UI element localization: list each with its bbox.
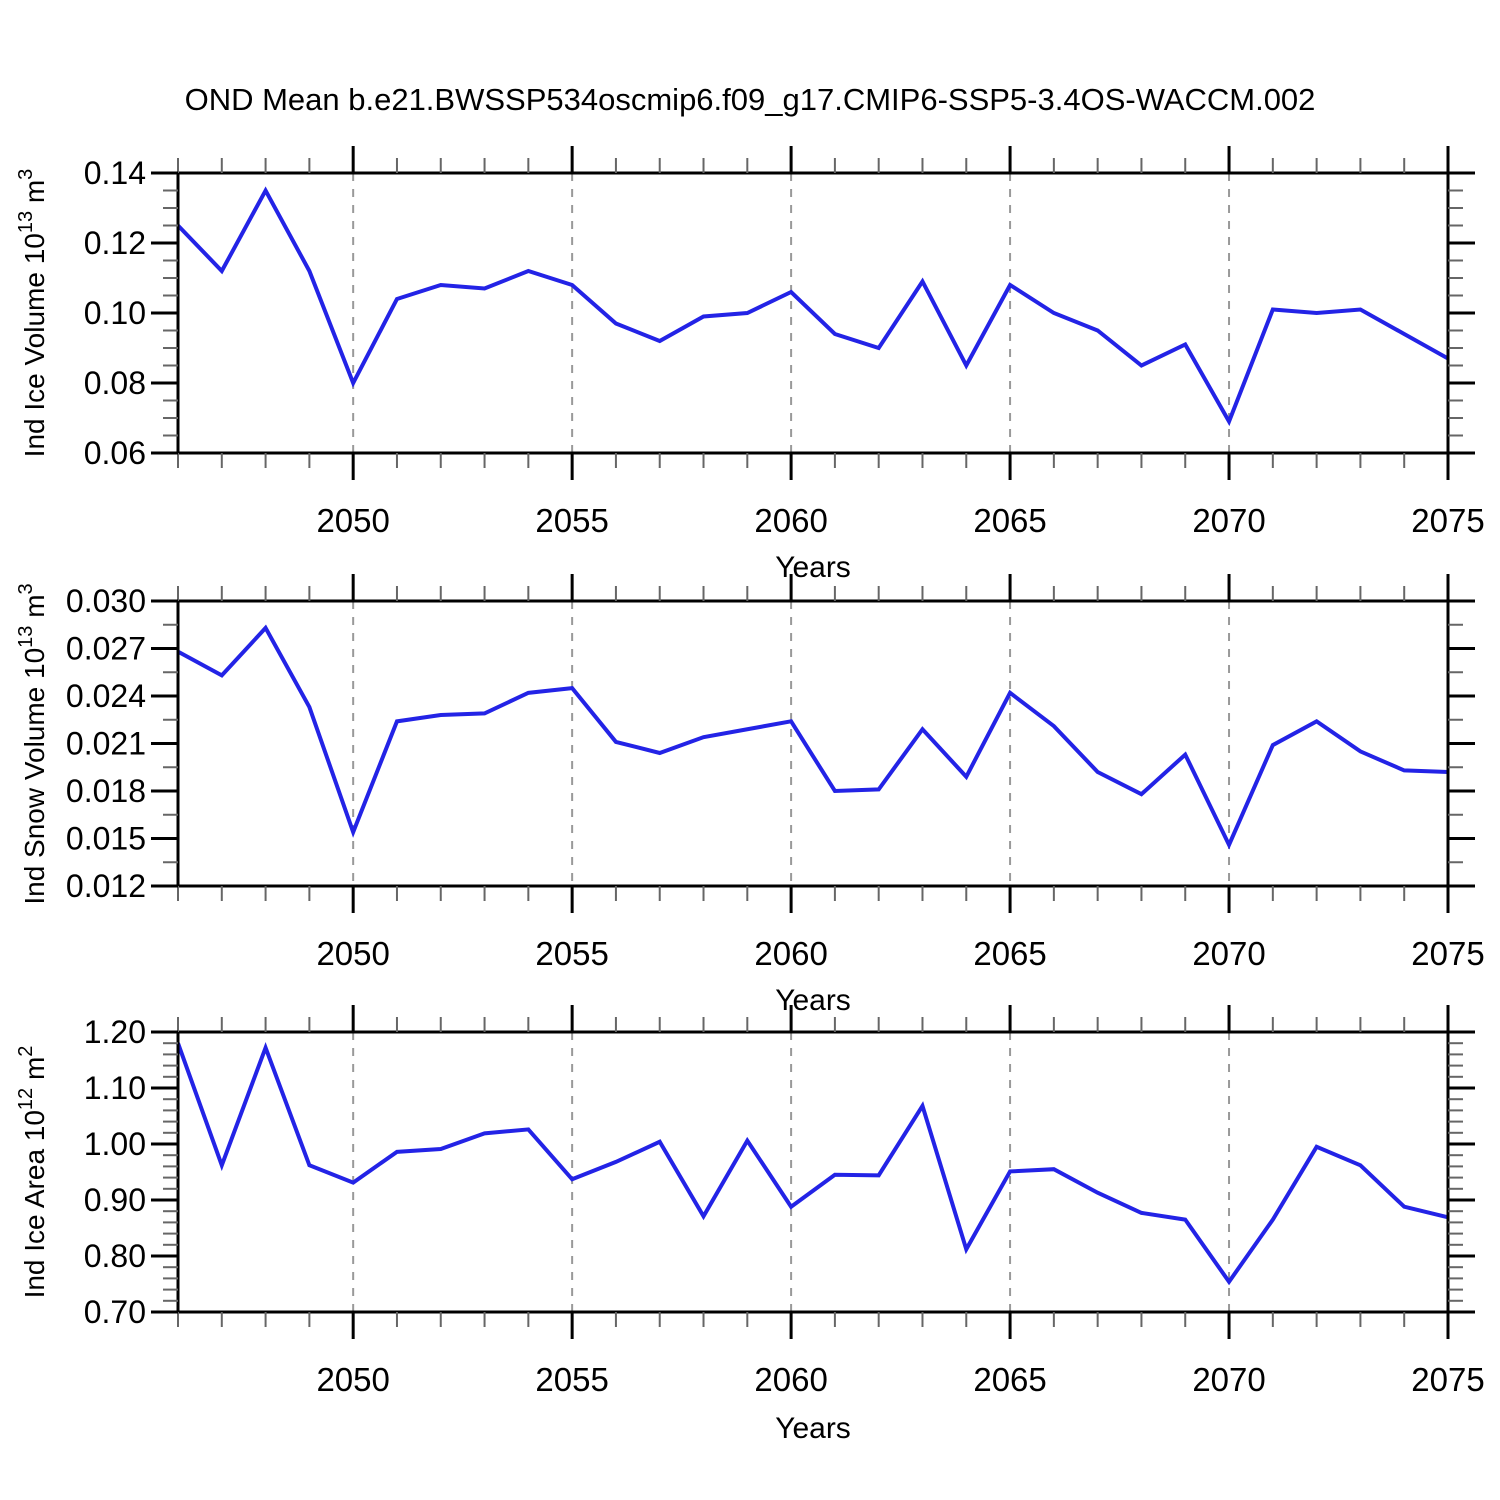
y-tick-label: 0.012 (66, 868, 146, 904)
y-tick-label: 0.10 (84, 295, 146, 331)
y-tick-label: 0.021 (66, 726, 146, 762)
y-tick-label: 1.00 (84, 1126, 146, 1162)
y-tick-label: 0.80 (84, 1238, 146, 1274)
panel-snow-volume: Ind Snow Volume 1013 m3 Years 2050 2055 20… (15, 574, 1485, 1017)
plot-area-snow-volume: 2050 2055 2060 2065 2070 2075 0.030 0.027 0.024 0… (66, 574, 1485, 972)
x-tick-label: 2065 (973, 935, 1046, 972)
x-axis-title: Years (775, 551, 851, 584)
y-tick-label: 0.12 (84, 225, 146, 261)
y-tick-label: 0.08 (84, 365, 146, 401)
panel-ice-volume: Ind Ice Volume 1013 m3 Years 2050 2055 206… (15, 146, 1485, 584)
x-tick-label: 2060 (754, 502, 827, 539)
y-tick-label: 0.14 (84, 155, 146, 191)
x-tick-label: 2075 (1411, 502, 1484, 539)
data-line-ind-snow-volume (177, 624, 1449, 850)
y-tick-label: 0.024 (66, 678, 146, 714)
data-line-ind-ice-area (176, 1041, 1449, 1286)
y-axis-title-ice-area: Ind Ice Area 1012 m2 (15, 1046, 50, 1299)
y-tick-label: 0.015 (66, 821, 146, 857)
x-tick-label: 2070 (1192, 1361, 1265, 1398)
panel-ice-area: Ind Ice Area 1012 m2 Years 2050 2055 2060 2… (15, 1005, 1485, 1445)
x-tick-label: 2070 (1192, 935, 1265, 972)
data-line-ind-ice-volume (176, 186, 1449, 427)
x-axis-title: Years (775, 984, 851, 1017)
plot-area-ice-area: 2050 2055 2060 2065 2070 2075 1.20 1.10 1.00 0.90… (84, 1005, 1485, 1398)
y-tick-label: 0.027 (66, 631, 146, 667)
y-tick-label: 0.70 (84, 1294, 146, 1330)
x-tick-label: 2050 (316, 502, 389, 539)
x-tick-label: 2075 (1411, 935, 1484, 972)
x-tick-label: 2065 (973, 1361, 1046, 1398)
x-tick-label: 2055 (535, 1361, 608, 1398)
plot-area-ice-volume: 2050 2055 2060 2065 2070 2075 0.14 0.12 0.10 0.08… (84, 146, 1485, 539)
y-tick-label: 1.10 (84, 1070, 146, 1106)
y-tick-label: 0.030 (66, 583, 146, 619)
y-tick-label: 0.018 (66, 773, 146, 809)
x-axis-title: Years (775, 1412, 851, 1445)
x-tick-label: 2060 (754, 935, 827, 972)
chart-title: OND Mean b.e21.BWSSP534oscmip6.f09_g17.C… (185, 82, 1316, 117)
x-tick-label: 2055 (535, 935, 608, 972)
x-tick-label: 2070 (1192, 502, 1265, 539)
plot-frame (176, 599, 1450, 888)
y-tick-label: 0.06 (84, 435, 146, 471)
x-tick-label: 2075 (1411, 1361, 1484, 1398)
x-tick-label: 2060 (754, 1361, 827, 1398)
x-tick-label: 2050 (316, 1361, 389, 1398)
y-axis-title-snow-volume: Ind Snow Volume 1013 m3 (15, 583, 50, 904)
x-tick-label: 2055 (535, 502, 608, 539)
x-tick-label: 2050 (316, 935, 389, 972)
plot-frame (176, 1030, 1450, 1314)
x-tick-label: 2065 (973, 502, 1046, 539)
y-tick-label: 1.20 (84, 1014, 146, 1050)
y-tick-label: 0.90 (84, 1182, 146, 1218)
y-axis-title-ice-volume: Ind Ice Volume 1013 m3 (15, 169, 50, 458)
